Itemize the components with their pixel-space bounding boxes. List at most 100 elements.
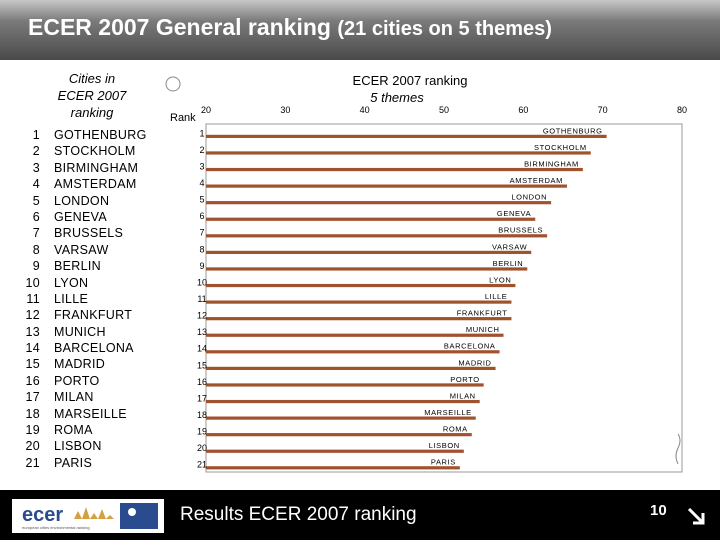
bar-city-label: LISBON (429, 441, 460, 450)
bar-city-label: BRUSSELS (498, 226, 543, 235)
list-item: 21 PARIS (18, 455, 168, 471)
bar-city-label: MUNICH (466, 325, 500, 334)
list-item: 17 MILAN (18, 389, 168, 405)
list-item-city: LYON (54, 275, 89, 290)
bar (206, 433, 472, 437)
row-rank-label: 10 (197, 277, 207, 287)
page-title-sub: (21 cities on 5 themes) (337, 18, 552, 40)
list-item-city: BIRMINGHAM (54, 160, 139, 175)
list-item: 3 BIRMINGHAM (18, 160, 168, 176)
list-item-city: PORTO (54, 373, 100, 388)
bar-city-label: VARSAW (492, 242, 528, 251)
partner-logo-mark-icon (128, 508, 136, 516)
list-item-rank: 14 (25, 341, 40, 356)
list-item-city: LONDON (54, 193, 110, 208)
list-item-city: BRUSSELS (54, 226, 124, 241)
bar (206, 333, 504, 337)
bar (206, 134, 607, 138)
header-bar (0, 0, 720, 60)
list-item: 4 AMSTERDAM (18, 176, 168, 192)
bar (206, 399, 480, 404)
row-rank-label: 11 (197, 294, 206, 304)
row-rank-label: 2 (199, 145, 204, 155)
bar (206, 217, 536, 221)
x-tick-label: 50 (439, 105, 449, 115)
bar (206, 283, 516, 288)
bar (206, 449, 464, 453)
row-rank-label: 5 (199, 195, 204, 205)
list-item-city: MARSEILLE (54, 406, 127, 421)
row-rank-label: 4 (199, 178, 204, 188)
x-tick-label: 70 (598, 105, 608, 115)
chart-title: ECER 2007 ranking (353, 73, 468, 88)
x-tick-label: 60 (518, 105, 528, 115)
city-rank-list: 1 GOTHENBURG 2 STOCKHOLM 3 BIRMINGHAM 4 AMSTERD… (18, 127, 168, 471)
row-rank-label: 1 (199, 128, 204, 138)
list-item-rank: 2 (32, 144, 40, 159)
list-item-rank: 20 (25, 439, 40, 454)
bar (206, 151, 591, 155)
bar-city-label: BIRMINGHAM (524, 159, 579, 168)
list-item: 14 BARCELONA (18, 340, 168, 356)
list-item: 13 MUNICH (18, 324, 168, 340)
list-item-rank: 13 (25, 324, 40, 339)
list-item-rank: 6 (32, 209, 40, 224)
x-tick-label: 40 (360, 105, 370, 115)
x-tick-label: 30 (280, 105, 290, 115)
x-tick-label: 80 (677, 105, 687, 115)
list-item: 5 LONDON (18, 193, 168, 209)
bar-city-label: AMSTERDAM (510, 176, 563, 185)
list-item: 6 GENEVA (18, 209, 168, 225)
bar-city-label: ROMA (443, 425, 468, 434)
bar (206, 366, 496, 370)
bar-city-label: STOCKHOLM (534, 143, 587, 152)
row-rank-label: 8 (199, 244, 204, 254)
row-rank-label: 14 (197, 344, 207, 354)
list-item-city: PARIS (54, 455, 93, 470)
arrow-down-right-icon[interactable] (684, 504, 710, 530)
bar-city-label: GENEVA (497, 209, 531, 218)
axis-label: Rank (170, 112, 196, 124)
chart-subtitle: 5 themes (370, 90, 424, 105)
list-item-rank: 18 (25, 406, 40, 421)
list-item-city: ROMA (54, 423, 93, 438)
bar-city-label: BERLIN (493, 259, 524, 268)
row-rank-label: 7 (199, 228, 204, 238)
row-rank-label: 17 (197, 393, 207, 403)
list-item-city: VARSAW (54, 242, 109, 257)
list-item: 10 LYON (18, 275, 168, 291)
list-item: 11 LILLE (18, 291, 168, 307)
row-rank-label: 12 (197, 311, 207, 321)
list-item-rank: 5 (32, 193, 40, 208)
bar (206, 317, 512, 321)
logo-tagline: european cities environmental ranking (22, 525, 90, 530)
row-rank-label: 3 (199, 161, 204, 171)
bar (206, 416, 476, 420)
list-item-rank: 12 (25, 308, 40, 323)
bar (206, 234, 548, 238)
bar-city-label: PARIS (431, 458, 456, 467)
list-item: 19 ROMA (18, 422, 168, 438)
list-item-rank: 4 (32, 177, 40, 192)
ranking-chart: ECER 2007 ranking 5 themes Rank 20 30 40 50 60 7… (165, 73, 687, 473)
list-item: 16 PORTO (18, 373, 168, 389)
bar (206, 201, 552, 205)
list-item-rank: 15 (25, 357, 40, 372)
list-item-rank: 19 (25, 423, 40, 438)
bar (206, 167, 583, 172)
list-item-city: MUNICH (54, 324, 106, 339)
list-item-city: GOTHENBURG (54, 128, 147, 142)
list-item: 18 MARSEILLE (18, 406, 168, 422)
list-item-city: GENEVA (54, 209, 107, 224)
list-item-city: STOCKHOLM (54, 144, 136, 159)
ecer-logo-graphic: ecer european cities environmental ranki… (22, 503, 158, 530)
footer-caption: Results ECER 2007 ranking (180, 504, 417, 525)
list-item: 12 FRANKFURT (18, 307, 168, 323)
row-rank-label: 19 (197, 427, 207, 437)
list-item-city: BARCELONA (54, 341, 134, 356)
row-rank-label: 21 (197, 460, 207, 470)
bar-city-label: LONDON (511, 193, 547, 202)
bar-city-label: BARCELONA (444, 342, 496, 351)
page-title: ECER 2007 General ranking (21 cities on … (28, 14, 552, 41)
bar (206, 466, 460, 470)
